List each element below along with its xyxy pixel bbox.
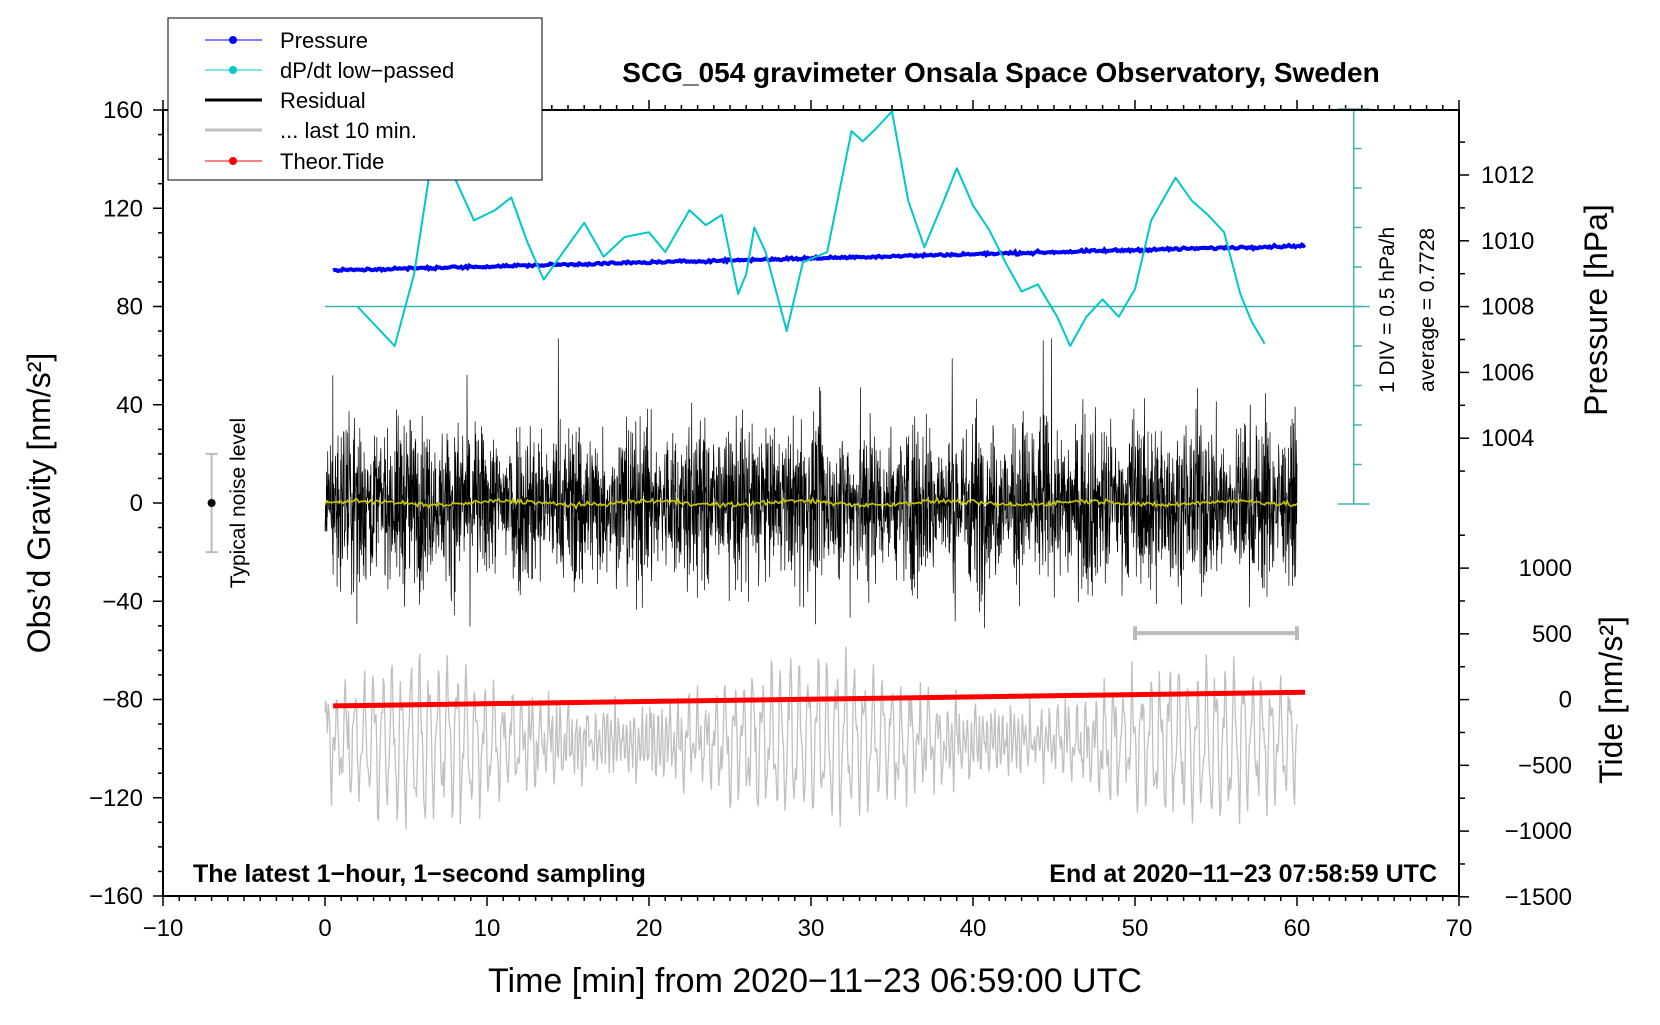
tick-labels: −10 0 10 20 30 40 50 60 70 160 120 80 40 0 −40 −80 −120 −…: [89, 97, 1572, 942]
legend-dpdt: dP/dt low−passed: [280, 58, 454, 83]
residual-line: [324, 338, 1298, 629]
legend: Pressure dP/dt low−passed Residual ... l…: [167, 17, 543, 181]
legend-tide-marker: [229, 157, 237, 165]
y-tick-label: 160: [103, 97, 143, 124]
pressure-tick-label: 1008: [1481, 294, 1534, 321]
x-tick-label: 30: [798, 915, 825, 942]
tide-tick-label: 0: [1559, 687, 1572, 714]
x-tick-label: −10: [143, 915, 184, 942]
y-axis-label-left: Obs’d Gravity [nm/s²]: [21, 353, 57, 654]
annotation-noise-level: Typical noise level: [227, 418, 250, 588]
x-axis-label: Time [min] from 2020−11−23 06:59:00 UTC: [488, 962, 1142, 1000]
pressure-tick-label: 1006: [1481, 359, 1534, 386]
y-axis-label-tide: Tide [nm/s²]: [1593, 616, 1629, 784]
legend-pressure: Pressure: [280, 28, 368, 53]
x-tick-label: 60: [1284, 915, 1311, 942]
y-tick-label: −40: [102, 588, 143, 615]
annotation-div: 1 DIV = 0.5 hPa/h: [1376, 227, 1399, 393]
legend-tide: Theor.Tide: [280, 149, 384, 174]
annotation-sampling: The latest 1−hour, 1−second sampling: [193, 860, 646, 888]
y-tick-label: −80: [102, 687, 143, 714]
legend-residual: Residual: [280, 88, 366, 113]
tide-tick-label: −500: [1518, 752, 1572, 779]
pressure-line: [332, 241, 1307, 274]
y-tick-label: −160: [89, 883, 143, 910]
x-tick-label: 20: [636, 915, 663, 942]
pressure-tick-label: 1004: [1481, 425, 1534, 452]
x-tick-label: 50: [1122, 915, 1149, 942]
last-10-min-line: [324, 646, 1298, 830]
legend-dpdt-marker: [229, 66, 237, 74]
plot-area: [205, 108, 1370, 830]
x-tick-label: 10: [474, 915, 501, 942]
theor-tide-line: [333, 689, 1306, 709]
annotation-average: average = 0.7728: [1416, 228, 1439, 392]
x-tick-label: 40: [960, 915, 987, 942]
tide-tick-label: −1500: [1505, 884, 1572, 911]
annotation-end-time: End at 2020−11−23 07:58:59 UTC: [1049, 860, 1437, 888]
y-tick-label: −120: [89, 785, 143, 812]
chart-title: SCG_054 gravimeter Onsala Space Observat…: [622, 57, 1379, 88]
pressure-tick-label: 1012: [1481, 162, 1534, 189]
dpdt-line: [356, 110, 1266, 347]
y-tick-label: 80: [116, 294, 143, 321]
y-tick-label: 40: [116, 392, 143, 419]
legend-last10: ... last 10 min.: [280, 118, 417, 143]
residual-smoothed-line: [324, 496, 1298, 511]
noise-level-dot: [207, 499, 216, 507]
y-tick-label: 120: [103, 195, 143, 222]
y-axis-label-pressure: Pressure [hPa]: [1578, 204, 1614, 416]
legend-pressure-marker: [229, 36, 237, 44]
tide-tick-label: 500: [1532, 621, 1572, 648]
plot-frame: [162, 109, 1460, 897]
tide-tick-label: −1000: [1505, 818, 1572, 845]
x-tick-label: 0: [318, 915, 331, 942]
tide-tick-label: 1000: [1519, 555, 1572, 582]
y-tick-label: 0: [130, 490, 143, 517]
x-tick-label: 70: [1446, 915, 1473, 942]
pressure-tick-label: 1010: [1481, 228, 1534, 255]
